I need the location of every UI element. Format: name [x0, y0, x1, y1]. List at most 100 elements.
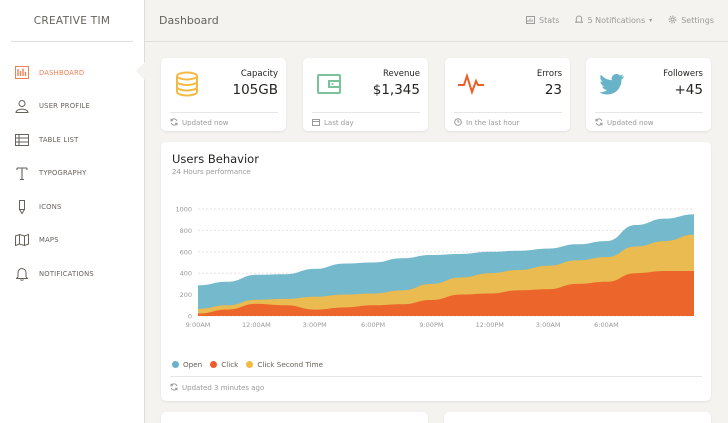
stat-value: $1,345	[372, 82, 420, 98]
brand-logo[interactable]: CREATIVE TIM	[11, 0, 133, 42]
chart-icon	[526, 15, 536, 26]
stat-footer: Last day	[312, 112, 420, 128]
stat-footer-text: In the last hour	[466, 119, 520, 127]
top-links: Stats 5 Notifications ▾ Settings	[526, 15, 714, 26]
caret-down-icon: ▾	[649, 17, 653, 24]
stat-card-errors: Errors 23 In the last hour	[445, 58, 570, 131]
sidebar: CREATIVE TIM DASHBOARD USER PROFILE TABL…	[0, 0, 145, 423]
y-tick-label: 400	[180, 270, 192, 278]
history-icon	[170, 383, 178, 393]
stat-label: Revenue	[382, 69, 420, 79]
bottom-card-right	[444, 412, 711, 423]
type-icon	[15, 166, 29, 180]
sidebar-item-typography[interactable]: TYPOGRAPHY	[0, 157, 144, 191]
sidebar-item-label: NOTIFICATIONS	[39, 269, 94, 278]
sidebar-item-notifications[interactable]: NOTIFICATIONS	[0, 257, 144, 291]
bank-icon	[15, 66, 29, 80]
stat-label: Errors	[536, 69, 562, 79]
refresh-icon	[170, 118, 178, 128]
users-behavior-chart: 0 200 400 600 800 1000 9:00AM 12:00AM 3:00PM 6:00…	[175, 206, 694, 329]
stat-footer-text: Updated now	[607, 119, 654, 127]
x-tick-label: 3:00AM	[536, 321, 561, 329]
notifications-dropdown[interactable]: 5 Notifications ▾	[574, 15, 653, 26]
x-tick-label: 12:00AM	[242, 321, 271, 329]
x-tick-label: 9:00AM	[186, 321, 211, 329]
database-icon	[173, 70, 201, 98]
legend-item-click-second-time: Click Second Time	[246, 360, 323, 369]
x-tick-label: 9:00PM	[419, 321, 443, 329]
legend-label: Click Second Time	[257, 360, 324, 369]
stat-card-revenue: Revenue $1,345 Last day	[303, 58, 428, 131]
sidebar-item-label: MAPS	[39, 236, 59, 245]
settings-label: Settings	[681, 16, 714, 25]
users-behavior-card: Users Behavior 24 Hours performance 0 200…	[161, 142, 711, 401]
legend-label: Open	[183, 360, 203, 369]
stat-card-followers: Followers +45 Updated now	[586, 58, 711, 131]
user-icon	[15, 99, 29, 114]
legend-item-click: Click	[210, 360, 238, 369]
clock-icon	[454, 118, 462, 128]
sidebar-item-dashboard[interactable]: DASHBOARD	[0, 56, 144, 90]
series-area-click	[198, 271, 694, 316]
bell-icon	[574, 15, 585, 26]
x-tick-label: 12:00PM	[476, 321, 504, 329]
stat-label: Followers	[663, 69, 703, 79]
stat-card-capacity: Capacity 105GB Updated now	[161, 58, 286, 131]
bottom-card-left	[161, 412, 428, 423]
chart-footer-text: Updated 3 minutes ago	[182, 384, 265, 392]
sidebar-item-user-profile[interactable]: USER PROFILE	[0, 90, 144, 124]
legend-item-open: Open	[172, 360, 202, 369]
stat-footer-text: Updated now	[182, 119, 229, 127]
map-icon	[15, 233, 29, 247]
chart-subtitle: 24 Hours performance	[172, 168, 251, 176]
refresh-icon	[595, 118, 603, 128]
sidebar-item-label: DASHBOARD	[39, 68, 85, 77]
sidebar-item-label: TABLE LIST	[39, 135, 79, 144]
stat-value: 105GB	[232, 82, 279, 98]
chart-legend: Open Click Click Second Time	[172, 360, 323, 369]
legend-label: Click	[221, 360, 239, 369]
sidebar-item-label: USER PROFILE	[39, 102, 91, 111]
x-tick-label: 6:00AM	[594, 321, 619, 329]
stat-footer-text: Last day	[324, 119, 354, 127]
y-tick-label: 600	[180, 248, 192, 256]
y-tick-label: 1000	[175, 206, 192, 214]
stat-value: +45	[674, 82, 704, 98]
stat-footer: Updated now	[595, 112, 703, 128]
stat-label: Capacity	[240, 69, 278, 79]
stat-value: 23	[544, 82, 562, 98]
legend-dot	[246, 361, 254, 368]
settings-link[interactable]: Settings	[668, 15, 714, 26]
wallet-icon	[315, 70, 343, 98]
y-tick-label: 0	[188, 313, 192, 321]
x-tick-label: 3:00PM	[303, 321, 327, 329]
legend-dot	[172, 361, 179, 368]
sidebar-item-table-list[interactable]: TABLE LIST	[0, 123, 144, 157]
stats-link[interactable]: Stats	[526, 15, 560, 26]
page-title: Dashboard	[159, 14, 219, 27]
calendar-icon	[312, 118, 320, 128]
pulse-icon	[457, 70, 485, 98]
stat-footer: Updated now	[170, 112, 278, 128]
bell-icon	[15, 267, 29, 281]
pencil-icon	[15, 199, 29, 214]
sidebar-item-label: ICONS	[39, 202, 62, 211]
gear-icon	[668, 15, 677, 26]
top-navbar: Dashboard Stats 5 Notifications ▾ Settin…	[145, 0, 728, 42]
y-tick-label: 800	[180, 227, 192, 235]
stat-footer: In the last hour	[454, 112, 562, 128]
sidebar-item-label: TYPOGRAPHY	[39, 169, 87, 178]
x-tick-label: 6:00PM	[361, 321, 385, 329]
twitter-icon	[598, 70, 626, 98]
y-tick-label: 200	[180, 291, 192, 299]
chart-footer: Updated 3 minutes ago	[170, 376, 702, 393]
chart-title: Users Behavior	[172, 152, 259, 166]
stats-label: Stats	[539, 16, 560, 25]
sidebar-item-icons[interactable]: ICONS	[0, 190, 144, 224]
active-nav-caret	[136, 62, 145, 80]
list-icon	[15, 133, 29, 147]
sidebar-item-maps[interactable]: MAPS	[0, 224, 144, 258]
notifications-label: 5 Notifications	[587, 16, 646, 25]
sidebar-nav: DASHBOARD USER PROFILE TABLE LIST TYPOGR…	[0, 56, 144, 291]
legend-dot	[210, 361, 218, 368]
